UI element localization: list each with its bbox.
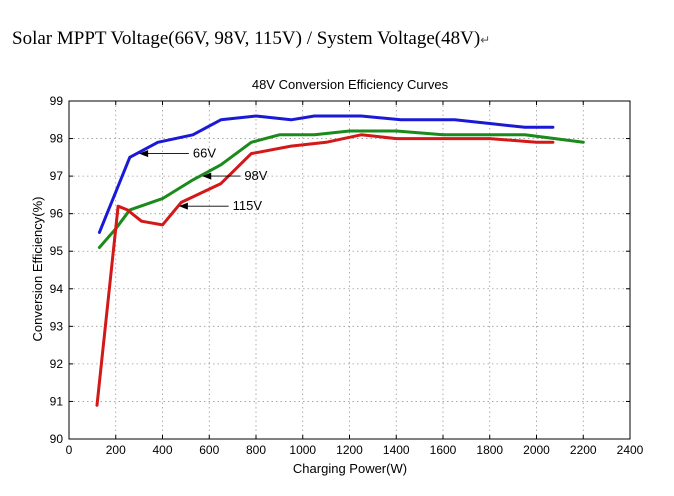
chart-title: 48V Conversion Efficiency Curves <box>252 77 449 92</box>
y-axis-label: Conversion Efficiency(%) <box>30 197 45 342</box>
x-tick-label: 200 <box>106 443 126 457</box>
annotation-arrowhead-98v <box>202 172 212 180</box>
annotation-label-98v: 98V <box>244 168 267 183</box>
x-axis-label: Charging Power(W) <box>293 461 407 476</box>
x-tick-label: 0 <box>66 443 73 457</box>
y-tick-label: 93 <box>50 319 64 333</box>
series-line-66v <box>97 114 555 234</box>
y-tick-label: 98 <box>50 132 64 146</box>
x-tick-label: 2200 <box>570 443 597 457</box>
series-line-98v <box>97 129 585 249</box>
annotation-label-115v: 115V <box>233 198 263 213</box>
annotation-arrowhead-115v <box>178 202 188 210</box>
y-tick-label: 95 <box>50 244 64 258</box>
x-tick-label: 800 <box>246 443 266 457</box>
y-tick-label: 97 <box>50 169 64 183</box>
page-heading-text: Solar MPPT Voltage(66V, 98V, 115V) / Sys… <box>12 28 481 49</box>
x-tick-label: 1400 <box>383 443 410 457</box>
x-tick-label: 600 <box>199 443 219 457</box>
x-tick-label: 1800 <box>476 443 503 457</box>
x-tick-label: 1600 <box>430 443 457 457</box>
x-tick-label: 400 <box>152 443 172 457</box>
page-heading: Solar MPPT Voltage(66V, 98V, 115V) / Sys… <box>12 28 490 50</box>
x-tick-label: 2400 <box>617 443 644 457</box>
annotation-arrowhead-66v <box>139 150 149 158</box>
x-tick-label: 2000 <box>523 443 550 457</box>
y-tick-label: 90 <box>50 432 64 446</box>
y-tick-label: 94 <box>50 282 64 296</box>
plot-frame <box>68 100 631 440</box>
y-tick-label: 92 <box>50 357 64 371</box>
annotation-label-66v: 66V <box>193 146 216 161</box>
x-tick-label: 1200 <box>336 443 363 457</box>
x-tick-label: 1000 <box>289 443 316 457</box>
y-tick-label: 96 <box>50 207 64 221</box>
series-line-115v <box>95 133 555 407</box>
y-tick-label: 91 <box>50 394 64 408</box>
y-tick-label: 99 <box>50 94 64 108</box>
return-mark-icon: ↵ <box>480 33 491 47</box>
